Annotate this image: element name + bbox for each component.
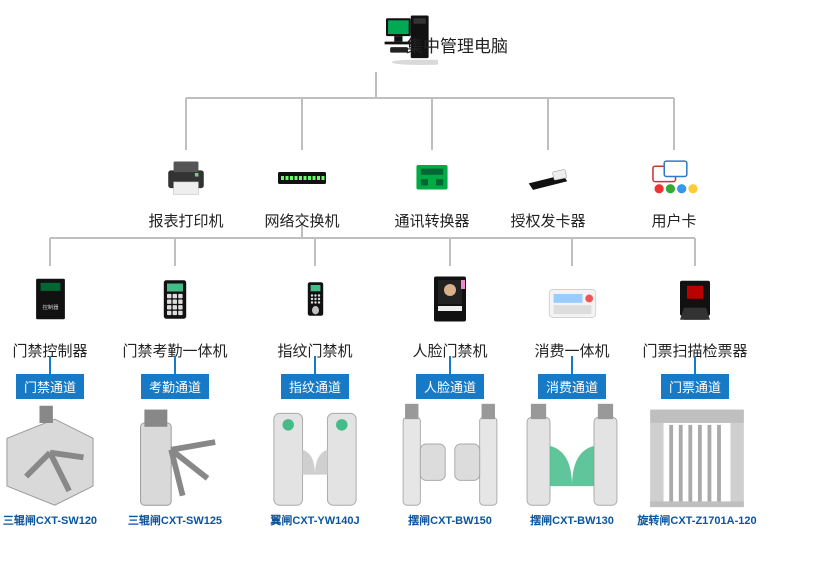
badge-face: 人脸通道 <box>410 356 490 399</box>
badge-connector <box>314 356 316 374</box>
badge-ctrl: 门禁通道 <box>10 356 90 399</box>
product-p6: 旋转闸CXT-Z1701A-120 <box>632 400 762 528</box>
row2-label-converter: 通讯转换器 <box>377 210 487 231</box>
product-label-p4: 摆闸CXT-BW150 <box>408 512 492 528</box>
product-p4: 摆闸CXT-BW150 <box>385 400 515 528</box>
node-row3-pos: 消费一体机 <box>510 268 634 330</box>
badge-box-face: 人脸通道 <box>416 374 484 399</box>
product-icon-p2 <box>120 400 230 510</box>
badge-connector <box>571 356 573 374</box>
node-row3-finger: 指纹门禁机 <box>253 268 377 330</box>
badge-scan: 门票通道 <box>655 356 735 399</box>
badge-box-ctrl: 门禁通道 <box>16 374 84 399</box>
product-label-p3: 翼闸CXT-YW140J <box>270 512 359 528</box>
finger-icon <box>298 268 333 330</box>
product-icon-p3 <box>260 400 370 510</box>
badge-attend: 考勤通道 <box>135 356 215 399</box>
scan-icon <box>670 268 720 330</box>
top-label: 集中管理电脑 <box>406 32 508 57</box>
node-row2-card: 用户卡 <box>619 152 729 202</box>
product-icon-p6 <box>642 400 752 510</box>
node-row2-cardwriter: 授权发卡器 <box>493 152 603 202</box>
row2-label-card: 用户卡 <box>619 210 729 231</box>
product-p5: 摆闸CXT-BW130 <box>507 400 637 528</box>
cardwriter-icon <box>513 152 583 202</box>
row2-label-printer: 报表打印机 <box>131 210 241 231</box>
badge-connector <box>49 356 51 374</box>
product-p3: 翼闸CXT-YW140J <box>250 400 380 528</box>
printer-icon <box>151 152 221 202</box>
row2-label-cardwriter: 授权发卡器 <box>493 210 603 231</box>
badge-box-attend: 考勤通道 <box>141 374 209 399</box>
node-row3-ctrl: 控制器门禁控制器 <box>0 268 112 330</box>
product-label-p1: 三辊闸CXT-SW120 <box>3 512 97 528</box>
face-icon <box>425 268 475 330</box>
ctrl-icon: 控制器 <box>28 268 73 330</box>
node-row3-face: 人脸门禁机 <box>388 268 512 330</box>
badge-pos: 消费通道 <box>532 356 612 399</box>
converter-icon <box>407 152 457 202</box>
row2-label-switch: 网络交换机 <box>247 210 357 231</box>
product-p1: 三辊闸CXT-SW120 <box>0 400 115 528</box>
product-icon-p4 <box>395 400 505 510</box>
product-label-p6: 旋转闸CXT-Z1701A-120 <box>637 512 756 528</box>
product-icon-p1 <box>0 400 105 510</box>
badge-connector <box>449 356 451 374</box>
pos-icon <box>540 268 605 330</box>
product-p2: 三辊闸CXT-SW125 <box>110 400 240 528</box>
node-row2-printer: 报表打印机 <box>131 152 241 202</box>
badge-finger: 指纹通道 <box>275 356 355 399</box>
card-icon <box>647 152 702 202</box>
badge-connector <box>174 356 176 374</box>
attend-icon <box>155 268 195 330</box>
node-row2-switch: 网络交换机 <box>247 152 357 202</box>
badge-connector <box>694 356 696 374</box>
node-row3-scan: 门票扫描检票器 <box>633 268 757 330</box>
badge-box-finger: 指纹通道 <box>281 374 349 399</box>
switch-icon <box>262 152 342 202</box>
product-icon-p5 <box>517 400 627 510</box>
node-top-computer: 集中管理电脑 <box>328 10 488 65</box>
node-row2-converter: 通讯转换器 <box>377 152 487 202</box>
node-row3-attend: 门禁考勤一体机 <box>113 268 237 330</box>
product-label-p5: 摆闸CXT-BW130 <box>530 512 614 528</box>
product-label-p2: 三辊闸CXT-SW125 <box>128 512 222 528</box>
badge-box-scan: 门票通道 <box>661 374 729 399</box>
badge-box-pos: 消费通道 <box>538 374 606 399</box>
